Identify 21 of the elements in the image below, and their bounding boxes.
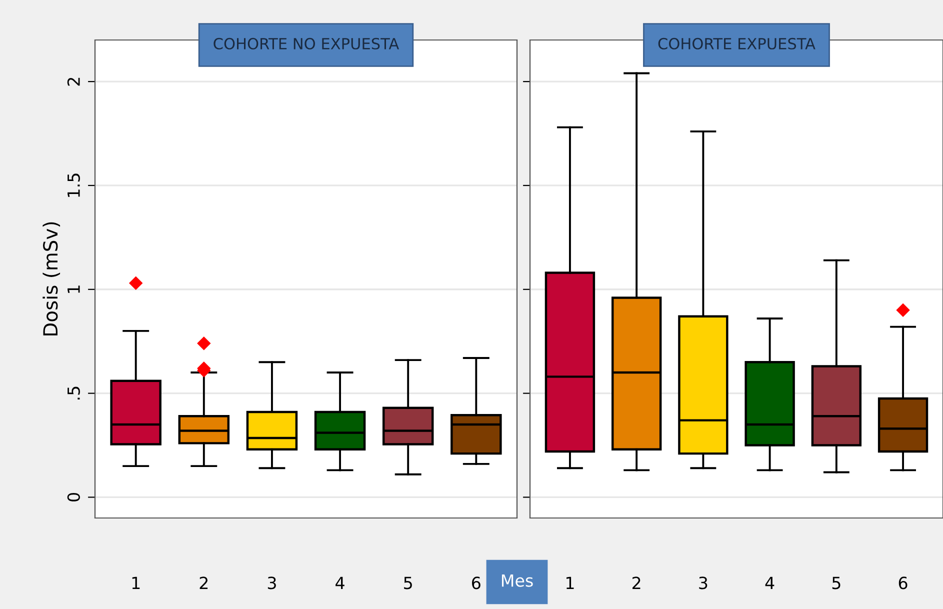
y-axis-title: Dosis (mSv) [42,222,60,336]
x-tick-label: 1 [132,576,140,589]
x-tick-label: 4 [336,576,344,589]
x-tick-label: 3 [268,576,276,590]
y-tick-label: 1 [68,286,80,293]
chart-title: COHORTE NO EXPUESTA [214,38,400,50]
x-tick-label: 6 [472,576,480,590]
x-tick-label: 3 [699,576,708,590]
x-axis-title: Mes [502,574,533,587]
y-tick-label: 0 [67,493,80,502]
y-tick-label: .5 [68,386,80,400]
y-tick-label: 1.5 [68,174,80,197]
x-tick-label: 5 [404,576,412,590]
x-tick-label: 2 [200,576,208,589]
x-tick-label: 6 [898,576,908,590]
x-tick-label: 2 [632,576,640,589]
x-tick-label: 4 [765,576,774,589]
x-tick-label: 5 [832,576,840,590]
y-tick-label: 2 [67,78,80,86]
x-tick-label: 1 [566,576,574,589]
chart-title: COHORTE EXPUESTA [658,38,816,50]
